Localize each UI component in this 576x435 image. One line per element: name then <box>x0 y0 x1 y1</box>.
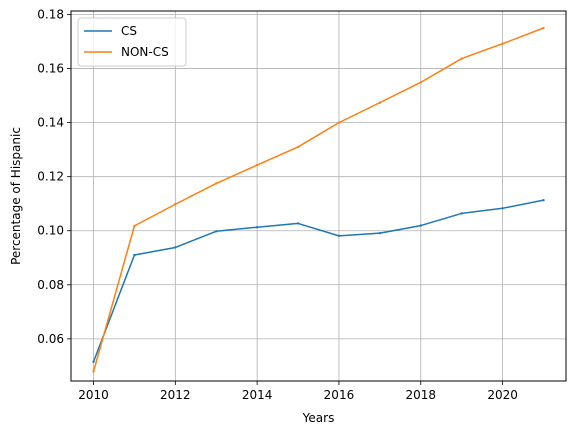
x-tick-label: 2012 <box>160 388 191 402</box>
y-axis-label: Percentage of Hispanic <box>9 127 23 265</box>
data-point-cs <box>133 253 136 257</box>
data-point-non-cs <box>501 42 504 45</box>
data-point-cs <box>174 246 177 249</box>
data-point-non-cs <box>92 370 95 373</box>
data-point-non-cs <box>255 163 259 167</box>
data-point-cs <box>92 360 95 364</box>
x-tick-label: 2014 <box>242 388 273 402</box>
series-lines <box>92 26 545 373</box>
data-point-non-cs <box>296 145 300 149</box>
x-tick-label: 2018 <box>405 388 436 402</box>
legend-label-non-cs: NON-CS <box>121 45 169 59</box>
data-point-non-cs <box>460 57 463 60</box>
x-axis-label: Years <box>302 411 335 425</box>
y-tick-label: 0.08 <box>37 278 64 292</box>
y-tick-label: 0.16 <box>37 62 64 76</box>
plot-frame <box>70 10 567 382</box>
legend-label-cs: CS <box>121 24 137 38</box>
data-point-cs <box>460 212 463 215</box>
y-tick-label: 0.14 <box>37 116 64 130</box>
data-point-non-cs <box>133 224 136 228</box>
legend-box <box>77 17 187 67</box>
data-point-non-cs <box>174 203 177 206</box>
grid <box>71 11 566 381</box>
data-point-cs <box>337 234 341 238</box>
series-line-non-cs <box>92 27 545 373</box>
y-tick-label: 0.10 <box>37 224 64 238</box>
data-point-cs <box>255 226 259 229</box>
data-point-non-cs <box>542 26 545 30</box>
data-point-non-cs <box>419 81 422 84</box>
series-line-cs <box>92 199 545 363</box>
y-tick-label: 0.12 <box>37 170 64 184</box>
x-tick-label: 2010 <box>78 388 109 402</box>
data-point-cs <box>419 224 422 227</box>
data-point-cs <box>542 198 545 202</box>
data-point-non-cs <box>378 101 382 104</box>
data-point-cs <box>215 230 218 233</box>
data-point-cs <box>378 231 382 235</box>
x-tick-label: 2016 <box>324 388 355 402</box>
axis-ticks: 2010 2012 2014 2016 2018 2020 0.06 0.08 0.10 0.12… <box>37 8 518 402</box>
y-tick-label: 0.18 <box>37 8 64 22</box>
y-tick-label: 0.06 <box>37 332 64 346</box>
data-point-cs <box>296 222 300 225</box>
data-point-non-cs <box>215 182 218 185</box>
x-tick-label: 2020 <box>487 388 518 402</box>
data-point-cs <box>501 207 504 210</box>
legend: CS NON-CS <box>77 17 187 67</box>
data-point-non-cs <box>337 121 341 124</box>
